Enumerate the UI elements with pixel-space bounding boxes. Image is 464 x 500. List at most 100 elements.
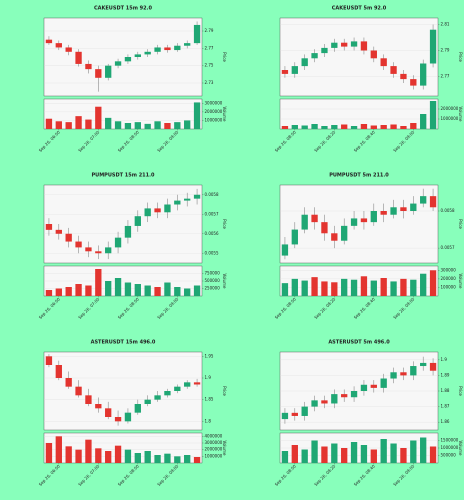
volume-bar: [321, 446, 328, 463]
candle-body: [360, 384, 368, 391]
candle-body: [75, 386, 82, 396]
volume-tick-label: 1500000: [441, 438, 459, 443]
volume-bar: [55, 288, 62, 296]
candle-body: [55, 365, 62, 378]
volume-tick-label: 250000: [205, 286, 221, 291]
volume-tick-label: 3000000: [205, 440, 223, 445]
volume-bar: [410, 123, 417, 129]
volume-bar: [400, 126, 407, 129]
volume-bar: [400, 278, 407, 296]
volume-bar: [321, 126, 328, 129]
volume-bar: [174, 287, 181, 296]
volume-bar: [331, 125, 338, 129]
x-tick-label: Sep 26, 08:40: [353, 129, 377, 153]
candle-body: [311, 53, 318, 59]
candle-body: [124, 57, 132, 62]
x-tick-label: Sep 26, 08:00: [274, 129, 298, 153]
candle-body: [380, 378, 387, 388]
volume-bar: [154, 287, 161, 296]
volume-bar: [420, 114, 427, 129]
volume-tick-label: 100000: [441, 284, 457, 289]
candle-body: [341, 225, 348, 241]
volume-bar: [311, 440, 318, 463]
volume-bar: [193, 457, 201, 463]
candle-body: [410, 79, 417, 86]
candle-body: [370, 50, 377, 59]
candle-body: [95, 404, 102, 409]
y-tick-label: 0.0057: [441, 245, 455, 250]
volume-bar: [350, 442, 358, 463]
candle-body: [65, 47, 72, 52]
chart-title: ASTERUSDT 5m 496.0: [328, 340, 390, 346]
y-tick-label: 0.0056: [205, 231, 219, 236]
candle-body: [380, 58, 387, 67]
volume-bar: [380, 125, 387, 129]
volume-bar: [65, 122, 72, 129]
x-tick-label: Sep 26, 06:00: [38, 129, 62, 153]
volume-bar: [95, 269, 102, 296]
candle-body: [360, 218, 368, 223]
candle-body: [390, 207, 397, 215]
y-tick-label: 1.89: [441, 372, 450, 377]
candle-body: [134, 54, 141, 57]
x-tick-label: Sep 26, 07:00: [77, 129, 101, 153]
volume-bar: [360, 124, 368, 129]
candle-body: [331, 42, 338, 48]
candle-body: [410, 203, 417, 211]
candle-body: [85, 63, 92, 70]
candle-body: [75, 51, 82, 64]
volume-bar: [341, 278, 348, 296]
candle-body: [45, 356, 53, 365]
volume-bar: [311, 124, 318, 129]
candle-body: [291, 66, 298, 74]
candle-body: [301, 58, 308, 67]
y-axis-label: Price: [222, 52, 227, 62]
volume-bar: [114, 445, 122, 463]
volume-tick-label: 1000000: [205, 117, 223, 122]
volume-bar: [429, 270, 437, 296]
candle-body: [105, 247, 112, 254]
candle-body: [45, 39, 53, 44]
candle-body: [193, 24, 201, 44]
volume-tick-label: 1000000: [205, 453, 223, 458]
volume-bar: [301, 280, 308, 296]
candle-body: [400, 372, 407, 376]
candle-body: [174, 200, 181, 205]
candle-body: [154, 208, 161, 213]
volume-bar: [429, 101, 437, 129]
volume-bar: [331, 443, 338, 463]
volume-bar: [341, 124, 348, 129]
volume-bar: [45, 118, 53, 129]
volume-bar: [184, 288, 191, 296]
candle-body: [65, 378, 72, 387]
volume-bar: [281, 126, 289, 129]
candle-body: [55, 43, 62, 48]
volume-bar: [154, 455, 161, 463]
x-tick-label: Sep 26, 07:00: [77, 296, 101, 320]
candle-body: [429, 29, 437, 64]
candle-body: [55, 229, 62, 234]
candle-body: [301, 214, 308, 230]
volume-bar: [134, 453, 141, 463]
volume-bar: [281, 451, 289, 463]
candle-body: [144, 208, 151, 217]
y-tick-label: 2.77: [205, 45, 214, 50]
candle-body: [193, 382, 201, 385]
y-tick-label: 1.9: [205, 375, 212, 380]
y-tick-label: 1.85: [205, 397, 214, 402]
volume-bar: [85, 119, 92, 129]
chart-title: ASTERUSDT 15m 496.0: [91, 340, 156, 346]
candle-body: [124, 412, 132, 422]
volume-bar: [55, 436, 62, 463]
candle-body: [420, 362, 427, 367]
volume-bar: [114, 278, 122, 296]
x-tick-label: Sep 26, 08:20: [313, 296, 337, 320]
y-axis-label: Price: [222, 219, 227, 229]
candle-body: [174, 386, 181, 391]
y-tick-label: 1.87: [441, 404, 450, 409]
candle-body: [75, 241, 82, 248]
candle-body: [45, 224, 53, 230]
y-tick-label: 2.73: [205, 80, 214, 85]
volume-bar: [85, 285, 92, 296]
